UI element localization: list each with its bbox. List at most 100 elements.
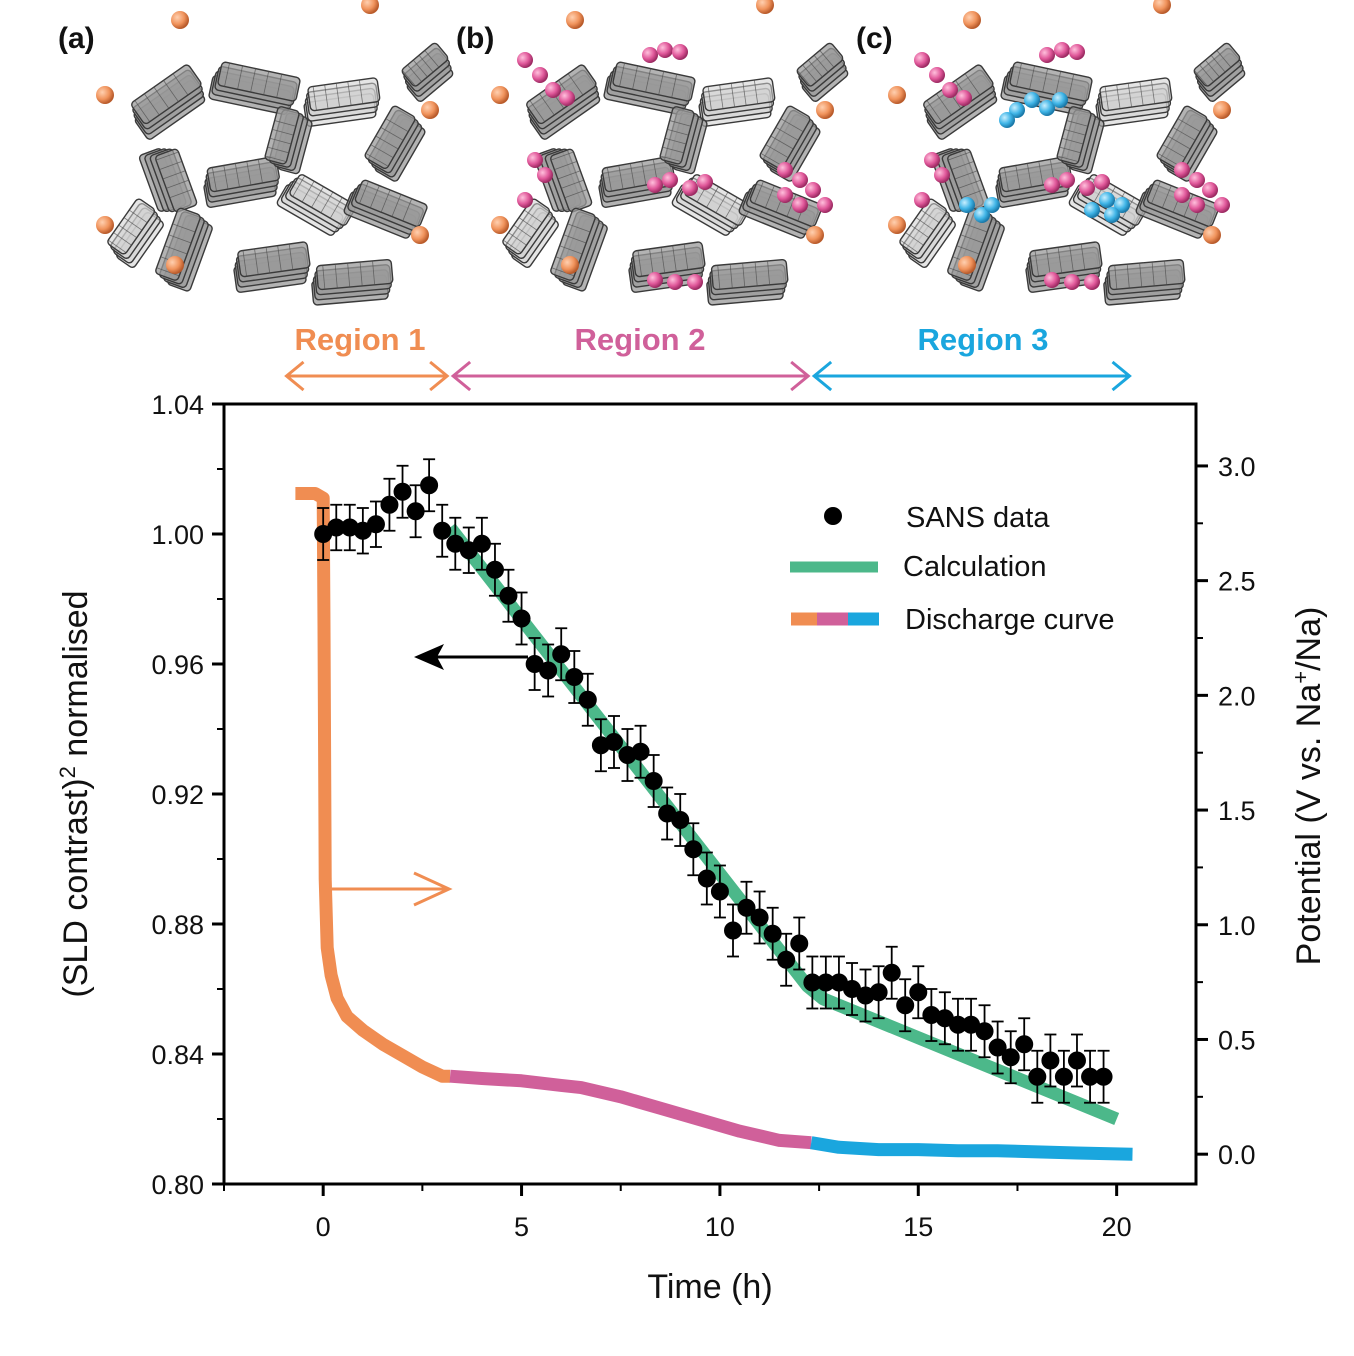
- sans-data-point: [843, 962, 862, 1016]
- sans-data-point: [975, 1004, 994, 1059]
- sans-data-point: [525, 637, 544, 691]
- sans-data-point: [644, 754, 663, 808]
- left-y-tick-label: 1.04: [151, 390, 204, 420]
- region-2-arrow: [450, 360, 811, 392]
- sans-data-point: [1041, 1033, 1060, 1088]
- sans-data-point: [763, 906, 782, 961]
- right-y-tick-label: 1.0: [1218, 911, 1256, 941]
- sans-data-point: [406, 484, 425, 539]
- x-tick-label: 10: [705, 1212, 735, 1242]
- carbon-structure-panel-b: [491, 0, 849, 306]
- sans-data-point: [485, 542, 504, 597]
- right-axis-title: Potential (V vs. Na+/Na): [1288, 607, 1328, 966]
- region-3-label: Region 3: [918, 322, 1049, 357]
- sans-data-point: [631, 724, 650, 779]
- sans-data-point: [988, 1020, 1007, 1075]
- legend-label-discharge: Discharge curve: [905, 604, 1115, 636]
- sans-data-point: [1067, 1033, 1086, 1088]
- sans-data-point: [684, 822, 703, 877]
- left-y-tick-label: 0.80: [151, 1170, 204, 1200]
- x-tick-label: 5: [514, 1212, 529, 1242]
- schematic-panels: (a) (b) (c): [58, 0, 1246, 306]
- sans-data-point: [790, 916, 809, 971]
- sans-data-point: [962, 997, 981, 1052]
- sans-data-point: [1094, 1049, 1113, 1104]
- left-axis-title: (SLD contrast)2 normalised: [55, 590, 95, 997]
- sans-data-point: [803, 955, 822, 1010]
- sans-data-point: [750, 890, 769, 945]
- axes: 0 5 10 15 20 0.80 0.84 0.88 0.92 0.96 1.00 1.04 0.0 0…: [151, 390, 1255, 1242]
- sans-data-point: [896, 978, 915, 1033]
- x-tick-label: 20: [1102, 1212, 1132, 1242]
- sans-data-point: [948, 997, 967, 1052]
- sans-data-point: [420, 458, 439, 513]
- left-y-tick-label: 1.00: [151, 520, 204, 550]
- sans-data-series: [314, 458, 1113, 1104]
- sans-data-point: [909, 965, 928, 1020]
- region-1-label: Region 1: [295, 322, 426, 357]
- region-1-arrow: [284, 360, 450, 392]
- right-axis-pointer-arrow: [332, 871, 453, 907]
- x-tick-label: 15: [903, 1212, 933, 1242]
- x-tick-label: 0: [316, 1212, 331, 1242]
- legend-label-calculation: Calculation: [903, 551, 1046, 583]
- sans-data-point: [882, 945, 901, 1000]
- sans-data-point: [353, 507, 372, 555]
- right-y-tick-label: 0.0: [1218, 1140, 1256, 1170]
- panel-label-c: (c): [856, 22, 893, 55]
- legend-label-sans: SANS data: [906, 502, 1050, 534]
- carbon-structure-panel-a: [96, 0, 454, 306]
- sans-data-point: [777, 932, 796, 987]
- sans-data-point: [578, 672, 597, 727]
- sans-data-point: [499, 568, 518, 623]
- sans-data-point: [1015, 1017, 1034, 1072]
- sans-data-point: [1001, 1030, 1020, 1085]
- sans-data-point: [565, 650, 584, 704]
- legend: SANS data Calculation Discharge curve: [790, 502, 1115, 636]
- left-y-tick-label: 0.96: [151, 650, 204, 680]
- panel-label-a: (a): [58, 22, 95, 55]
- sans-data-point: [869, 965, 888, 1020]
- sans-data-point: [724, 903, 743, 958]
- panel-label-b: (b): [456, 22, 494, 55]
- sans-data-point: [327, 503, 346, 552]
- sans-data-point: [1081, 1049, 1100, 1104]
- sans-data-point: [393, 464, 412, 519]
- left-y-tick-label: 0.88: [151, 910, 204, 940]
- sans-data-point: [366, 500, 385, 548]
- sans-data-point: [697, 851, 716, 906]
- sans-data-point: [816, 955, 835, 1010]
- sans-data-point: [433, 503, 452, 558]
- chart: 0 5 10 15 20 0.80 0.84 0.88 0.92 0.96 1.00 1.04 0.0 0…: [55, 390, 1328, 1306]
- right-y-tick-label: 2.5: [1218, 567, 1256, 597]
- region-indicators: Region 1 Region 2 Region 3: [284, 322, 1132, 392]
- left-axis-pointer-arrow: [414, 644, 528, 670]
- sans-data-point: [671, 793, 690, 847]
- sans-data-point: [1054, 1049, 1073, 1104]
- discharge-curve-segment-2: [449, 1069, 812, 1150]
- sans-data-point: [922, 988, 941, 1042]
- discharge-curve-segment-1: [295, 487, 451, 1083]
- carbon-structure-panel-c: [888, 0, 1246, 306]
- sans-data-point: [710, 864, 729, 919]
- right-y-tick-label: 2.0: [1218, 681, 1256, 711]
- sans-data-point: [935, 991, 954, 1046]
- x-axis-title: Time (h): [647, 1268, 772, 1306]
- sans-data-point: [446, 516, 465, 571]
- sans-data-point: [512, 591, 531, 646]
- sans-data-point: [472, 516, 491, 571]
- discharge-curve-segment-3: [810, 1136, 1133, 1161]
- left-y-tick-label: 0.92: [151, 780, 204, 810]
- region-2-label: Region 2: [575, 322, 706, 357]
- sans-data-point: [552, 627, 571, 682]
- region-3-arrow: [811, 360, 1132, 392]
- right-y-tick-label: 3.0: [1218, 452, 1256, 482]
- right-y-tick-label: 1.5: [1218, 796, 1256, 826]
- sans-data-point: [380, 477, 399, 532]
- sans-data-point: [1028, 1049, 1047, 1104]
- right-y-tick-label: 0.5: [1218, 1025, 1256, 1055]
- left-y-tick-label: 0.84: [151, 1040, 204, 1070]
- sans-data-point: [604, 715, 623, 769]
- sans-data-point: [737, 880, 756, 935]
